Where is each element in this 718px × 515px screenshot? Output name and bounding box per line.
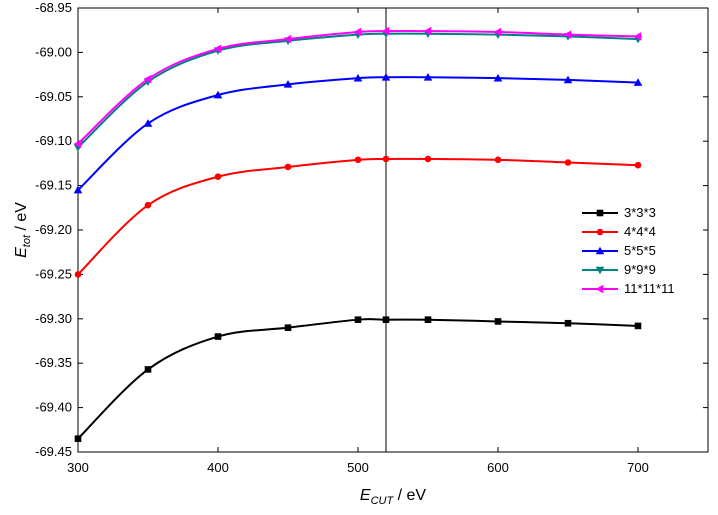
data-point	[74, 271, 82, 278]
data-point	[213, 44, 222, 54]
y-axis-label: Etot / eV	[13, 202, 33, 258]
y-label-main: E	[13, 247, 30, 258]
plot-frame	[77, 7, 709, 453]
data-point	[633, 32, 642, 41]
data-point	[144, 201, 152, 209]
legend-label: 3*3*3	[624, 205, 656, 220]
y-tick-label: -69.10	[35, 133, 72, 148]
y-tick-label: -69.40	[35, 400, 72, 415]
data-point	[284, 324, 292, 331]
series-line	[77, 157, 639, 276]
y-tick-label: -69.05	[35, 89, 72, 104]
series-line	[77, 76, 639, 191]
data-point	[564, 159, 572, 166]
series-line	[77, 29, 639, 145]
data-point	[423, 72, 433, 81]
data-point	[214, 173, 222, 181]
data-point	[634, 161, 642, 169]
series-line	[77, 318, 639, 440]
x-label-unit: / eV	[393, 487, 426, 504]
x-tick-label: 600	[487, 460, 509, 475]
data-point	[354, 316, 362, 323]
data-point	[354, 156, 362, 164]
data-point	[634, 322, 642, 330]
data-point	[73, 185, 83, 194]
data-point	[381, 72, 391, 81]
data-point	[353, 27, 362, 37]
data-point	[381, 26, 390, 36]
data-point	[424, 155, 432, 163]
data-point	[143, 119, 153, 127]
data-point	[563, 30, 572, 39]
legend-label: 11*11*11	[624, 281, 675, 296]
data-point	[144, 366, 152, 373]
y-tick-label: -69.25	[35, 266, 72, 281]
series-line	[77, 32, 639, 149]
data-point	[633, 78, 643, 86]
y-tick-label: -69.45	[35, 444, 72, 459]
x-axis-label: ECUT / eV	[360, 487, 427, 507]
x-label-sub: CUT	[371, 495, 395, 507]
legend-label: 4*4*4	[624, 224, 656, 239]
y-tick-label: -69.00	[35, 44, 72, 59]
data-point	[213, 90, 223, 99]
data-point	[284, 163, 292, 171]
data-point	[493, 73, 503, 82]
data-point	[424, 316, 432, 323]
y-tick-label: -69.30	[35, 311, 72, 326]
data-point	[494, 156, 502, 164]
data-point	[73, 139, 82, 149]
legend-label: 5*5*5	[624, 243, 656, 258]
data-point	[382, 316, 390, 323]
x-label-main: E	[360, 487, 371, 504]
y-tick-label: -69.35	[35, 355, 72, 370]
x-tick-label: 700	[627, 460, 649, 475]
legend-marker	[595, 266, 605, 275]
legend-marker	[595, 284, 604, 294]
y-label-unit: / eV	[13, 202, 30, 235]
x-tick-label: 500	[347, 460, 369, 475]
data-point	[214, 333, 222, 340]
data-point	[423, 26, 432, 36]
legend-marker	[596, 228, 604, 236]
x-tick-label: 300	[67, 460, 89, 475]
data-point	[494, 318, 502, 325]
data-point	[382, 155, 390, 163]
y-tick-label: -69.15	[35, 178, 72, 193]
data-point	[493, 27, 502, 37]
y-label-sub: tot	[21, 234, 33, 247]
data-point	[143, 74, 152, 84]
x-tick-label: 400	[207, 460, 229, 475]
data-point	[353, 73, 363, 82]
y-tick-label: -69.20	[35, 222, 72, 237]
data-point	[283, 34, 292, 44]
data-point	[563, 75, 573, 84]
y-tick-label: -68.95	[35, 0, 72, 15]
legend-label: 9*9*9	[624, 262, 656, 277]
data-point	[74, 435, 82, 442]
data-point	[283, 80, 293, 88]
data-point	[564, 319, 572, 327]
legend-marker	[596, 209, 604, 217]
legend-marker	[595, 246, 605, 255]
